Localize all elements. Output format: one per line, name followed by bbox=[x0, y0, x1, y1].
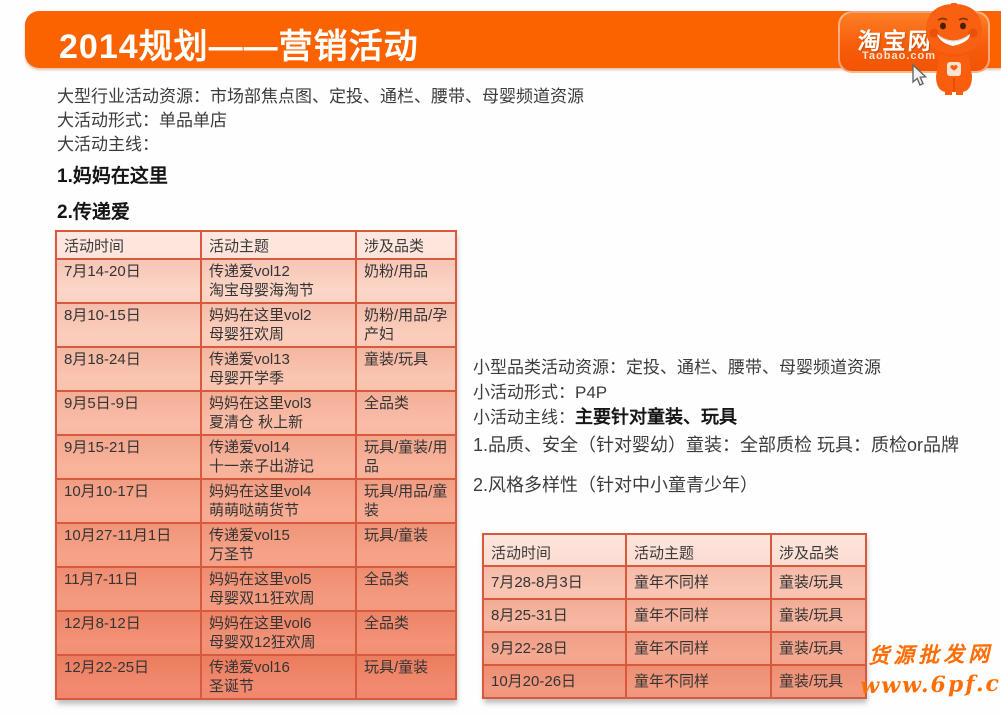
cell-time: 9月15-21日 bbox=[55, 434, 202, 480]
cell-time: 8月18-24日 bbox=[55, 346, 202, 392]
small-mainline-line: 小活动主线：主要针对童装、玩具 bbox=[473, 405, 1001, 430]
cell-category: 童装/玩具 bbox=[770, 631, 867, 666]
table-row: 10月10-17日 妈妈在这里vol4 萌萌哒萌货节 玩具/用品/童装 bbox=[55, 478, 457, 524]
right-points: 1.品质、安全（针对婴幼）童装：全部质检 玩具：质检or品牌 2.风格多样性（针… bbox=[473, 431, 1001, 511]
page-title: 2014规划——营销活动 bbox=[59, 28, 419, 66]
large-form-line: 大活动形式：单品单店 bbox=[57, 111, 227, 130]
cell-time: 8月25-31日 bbox=[482, 598, 627, 633]
cell-category: 玩具/童装 bbox=[355, 654, 457, 700]
cell-category: 奶粉/用品 bbox=[355, 258, 457, 304]
point-style: 2.风格多样性（针对中小童青少年） bbox=[473, 475, 759, 495]
cell-theme: 传递爱vol14 十一亲子出游记 bbox=[200, 434, 357, 480]
section-heading-mama: 1.妈妈在这里 bbox=[57, 166, 168, 187]
cell-time: 11月7-11日 bbox=[55, 566, 202, 612]
cell-theme: 妈妈在这里vol6 母婴双12狂欢周 bbox=[200, 610, 357, 656]
table-row: 7月14-20日 传递爱vol12 淘宝母婴海淘节 奶粉/用品 bbox=[55, 258, 457, 304]
header-time: 活动时间 bbox=[55, 230, 202, 260]
section-heading-chuandai: 2.传递爱 bbox=[57, 202, 130, 223]
cell-category: 童装/玩具 bbox=[355, 346, 457, 392]
table-row: 10月27-11月1日 传递爱vol15 万圣节 玩具/童装 bbox=[55, 522, 457, 568]
cell-category: 全品类 bbox=[355, 390, 457, 436]
watermark-url: www.6pf.cn bbox=[860, 670, 1001, 700]
table-row: 8月10-15日 妈妈在这里vol2 母婴狂欢周 奶粉/用品/孕产妇 bbox=[55, 302, 457, 348]
header-category: 涉及品类 bbox=[770, 533, 867, 567]
small-resource-line: 小型品类活动资源：定投、通栏、腰带、母婴频道资源 bbox=[473, 358, 881, 377]
cell-theme: 传递爱vol16 圣诞节 bbox=[200, 654, 357, 700]
table-row: 11月7-11日 妈妈在这里vol5 母婴双11狂欢周 全品类 bbox=[55, 566, 457, 612]
cell-time: 8月10-15日 bbox=[55, 302, 202, 348]
cell-time: 9月22-28日 bbox=[482, 631, 627, 666]
header-theme: 活动主题 bbox=[625, 533, 772, 567]
cell-theme: 童年不同样 bbox=[625, 631, 772, 666]
header-theme: 活动主题 bbox=[200, 230, 357, 260]
table-header-row: 活动时间 活动主题 涉及品类 bbox=[482, 533, 867, 567]
table-row: 10月20-26日 童年不同样 童装/玩具 bbox=[482, 664, 867, 699]
taobao-mascot-icon bbox=[926, 3, 982, 95]
watermark: 货源批发网 www.6pf.cn bbox=[859, 639, 1001, 701]
cell-category: 童装/玩具 bbox=[770, 664, 867, 699]
table-row: 9月15-21日 传递爱vol14 十一亲子出游记 玩具/童装/用品 bbox=[55, 434, 457, 480]
large-resource-line: 大型行业活动资源：市场部焦点图、定投、通栏、腰带、母婴频道资源 bbox=[57, 87, 584, 106]
cell-time: 12月22-25日 bbox=[55, 654, 202, 700]
table-row: 12月22-25日 传递爱vol16 圣诞节 玩具/童装 bbox=[55, 654, 457, 700]
activity-table-left: 活动时间 活动主题 涉及品类 7月14-20日 传递爱vol12 淘宝母婴海淘节 … bbox=[55, 230, 457, 700]
cell-theme: 妈妈在这里vol4 萌萌哒萌货节 bbox=[200, 478, 357, 524]
table-row: 8月25-31日 童年不同样 童装/玩具 bbox=[482, 598, 867, 633]
table-row: 12月8-12日 妈妈在这里vol6 母婴双12狂欢周 全品类 bbox=[55, 610, 457, 656]
cell-category: 玩具/用品/童装 bbox=[355, 478, 457, 524]
cell-category: 童装/玩具 bbox=[770, 565, 867, 600]
cell-time: 9月5日-9日 bbox=[55, 390, 202, 436]
cell-theme: 妈妈在这里vol3 夏清仓 秋上新 bbox=[200, 390, 357, 436]
small-mainline-label: 小活动主线： bbox=[473, 408, 575, 427]
small-activity-intro: 小型品类活动资源：定投、通栏、腰带、母婴频道资源 小活动形式：P4P 小活动主线… bbox=[473, 355, 1001, 430]
large-activity-intro: 大型行业活动资源：市场部焦点图、定投、通栏、腰带、母婴频道资源 大活动形式：单品… bbox=[57, 85, 584, 157]
cell-theme: 传递爱vol12 淘宝母婴海淘节 bbox=[200, 258, 357, 304]
small-form-line: 小活动形式：P4P bbox=[473, 383, 608, 402]
cell-time: 10月20-26日 bbox=[482, 664, 627, 699]
cell-theme: 童年不同样 bbox=[625, 664, 772, 699]
table-row: 8月18-24日 传递爱vol13 母婴开学季 童装/玩具 bbox=[55, 346, 457, 392]
cell-category: 玩具/童装/用品 bbox=[355, 434, 457, 480]
table-row: 7月28-8月3日 童年不同样 童装/玩具 bbox=[482, 565, 867, 600]
cell-theme: 妈妈在这里vol2 母婴狂欢周 bbox=[200, 302, 357, 348]
cell-category: 童装/玩具 bbox=[770, 598, 867, 633]
cell-theme: 传递爱vol15 万圣节 bbox=[200, 522, 357, 568]
point-quality: 1.品质、安全（针对婴幼）童装：全部质检 玩具：质检or品牌 bbox=[473, 435, 960, 455]
cell-time: 10月10-17日 bbox=[55, 478, 202, 524]
taobao-domain-text: Taobao.com bbox=[862, 50, 936, 62]
cell-time: 10月27-11月1日 bbox=[55, 522, 202, 568]
cell-category: 全品类 bbox=[355, 566, 457, 612]
cell-theme: 童年不同样 bbox=[625, 565, 772, 600]
cell-category: 玩具/童装 bbox=[355, 522, 457, 568]
cell-theme: 妈妈在这里vol5 母婴双11狂欢周 bbox=[200, 566, 357, 612]
large-mainline-line: 大活动主线： bbox=[57, 135, 159, 154]
cell-category: 奶粉/用品/孕产妇 bbox=[355, 302, 457, 348]
cell-theme: 传递爱vol13 母婴开学季 bbox=[200, 346, 357, 392]
header-category: 涉及品类 bbox=[355, 230, 457, 260]
cell-time: 12月8-12日 bbox=[55, 610, 202, 656]
table-header-row: 活动时间 活动主题 涉及品类 bbox=[55, 230, 457, 260]
small-mainline-value: 主要针对童装、玩具 bbox=[575, 407, 737, 427]
watermark-site-name: 货源批发网 bbox=[868, 640, 994, 669]
table-row: 9月5日-9日 妈妈在这里vol3 夏清仓 秋上新 全品类 bbox=[55, 390, 457, 436]
cell-time: 7月14-20日 bbox=[55, 258, 202, 304]
cell-theme: 童年不同样 bbox=[625, 598, 772, 633]
mouse-cursor-icon bbox=[912, 64, 927, 86]
table-row: 9月22-28日 童年不同样 童装/玩具 bbox=[482, 631, 867, 666]
header-time: 活动时间 bbox=[482, 533, 627, 567]
activity-table-right: 活动时间 活动主题 涉及品类 7月28-8月3日 童年不同样 童装/玩具 8月2… bbox=[482, 533, 867, 699]
cell-time: 7月28-8月3日 bbox=[482, 565, 627, 600]
cell-category: 全品类 bbox=[355, 610, 457, 656]
